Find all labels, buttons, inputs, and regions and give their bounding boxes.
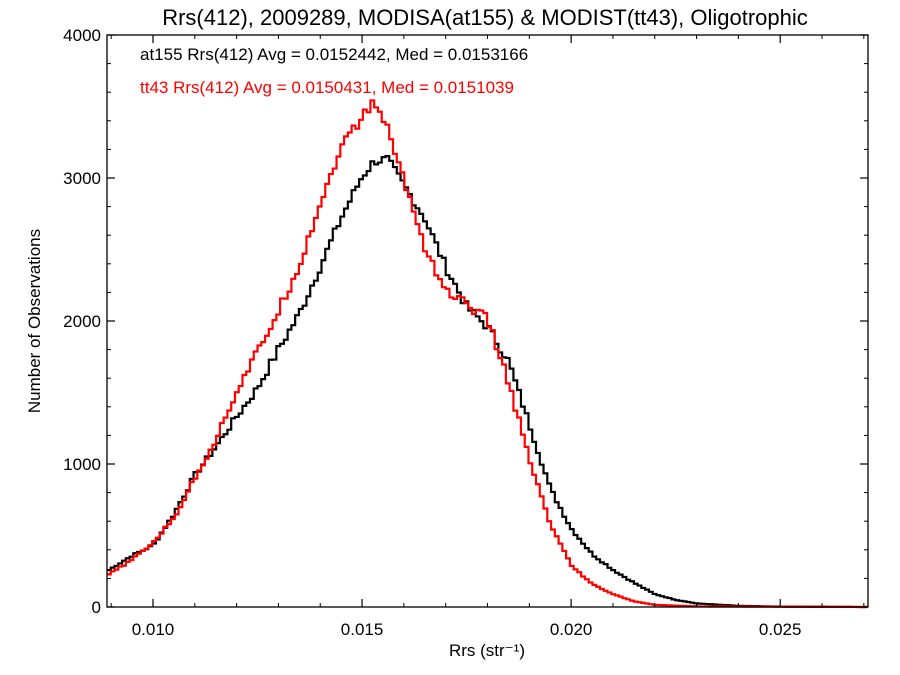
y-axis-label: Number of Observations xyxy=(25,229,44,413)
chart-title: Rrs(412), 2009289, MODISA(at155) & MODIS… xyxy=(162,5,808,30)
x-axis-label: Rrs (str⁻¹) xyxy=(449,641,525,660)
y-tick-label: 4000 xyxy=(63,26,101,45)
x-tick-label: 0.010 xyxy=(132,620,175,639)
y-tick-label: 0 xyxy=(92,598,101,617)
annotation-red: tt43 Rrs(412) Avg = 0.0150431, Med = 0.0… xyxy=(140,78,514,97)
series-at155-line xyxy=(107,155,868,609)
axes: 0.010 0.015 0.020 0.025 0 1000 2000 3000 4000 xyxy=(63,26,868,639)
x-tick-label: 0.020 xyxy=(550,620,593,639)
plot-area xyxy=(107,99,868,609)
x-tick-label: 0.025 xyxy=(759,620,802,639)
y-tick-label: 3000 xyxy=(63,169,101,188)
y-tick-label: 2000 xyxy=(63,312,101,331)
x-tick-label: 0.015 xyxy=(341,620,384,639)
annotation-black: at155 Rrs(412) Avg = 0.0152442, Med = 0.… xyxy=(140,45,528,64)
y-tick-label: 1000 xyxy=(63,455,101,474)
series-tt43-line xyxy=(107,99,868,609)
